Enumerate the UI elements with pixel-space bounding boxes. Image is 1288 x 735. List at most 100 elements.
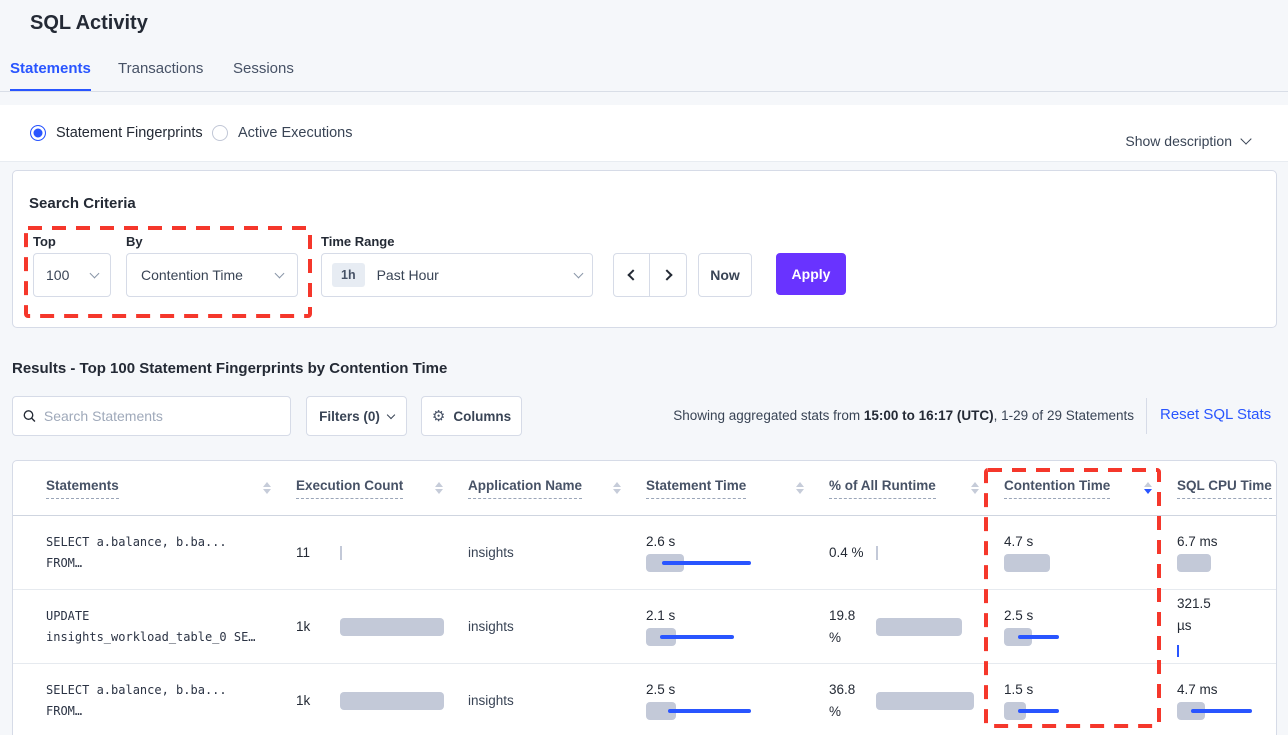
- statement-time-value: 2.1 s: [646, 607, 676, 623]
- statement-time-value: 2.6 s: [646, 533, 676, 549]
- statement-line-1: UPDATE: [46, 609, 90, 624]
- radio-selected-icon[interactable]: [30, 125, 46, 141]
- contention-time-bar: [1004, 701, 1114, 720]
- application-name-value: insights: [468, 544, 514, 560]
- pct-of-runtime-value: 36.8 %: [829, 681, 856, 719]
- statement-time-bar: [646, 701, 756, 720]
- previous-time-range-button[interactable]: [614, 254, 650, 296]
- sort-icon[interactable]: [435, 482, 443, 494]
- contention-time-bar: [1004, 553, 1114, 572]
- sort-icon[interactable]: [613, 482, 621, 494]
- contention-time-cell: 1.5 s: [993, 682, 1166, 720]
- pct-of-runtime-bar: [876, 617, 985, 636]
- reset-sql-stats-link[interactable]: Reset SQL Stats: [1160, 406, 1272, 423]
- header-sql-cpu-time[interactable]: SQL CPU Time: [1166, 478, 1276, 499]
- top-select[interactable]: 100: [33, 253, 111, 297]
- header-pct-of-all-runtime[interactable]: % of All Runtime: [818, 478, 993, 499]
- statement-line-2: FROM…: [46, 555, 83, 570]
- statement-time-bar: [646, 553, 756, 572]
- header-execution-count[interactable]: Execution Count: [285, 478, 457, 499]
- sql-cpu-time-bar: [1177, 553, 1276, 572]
- application-name-cell: insights: [457, 692, 635, 710]
- chevron-down-icon: [1240, 133, 1252, 145]
- contention-time-value: 4.7 s: [1004, 533, 1034, 549]
- by-select-value: Contention Time: [141, 267, 243, 283]
- statement-line-2: insights_workload_table_0 SE…: [46, 629, 256, 644]
- execution-count-cell: 1k: [285, 691, 457, 710]
- contention-time-cell: 2.5 s: [993, 608, 1166, 646]
- view-toggle-bar: Statement Fingerprints Active Executions…: [0, 105, 1288, 162]
- search-statements-input[interactable]: [43, 408, 280, 424]
- top-select-value: 100: [46, 267, 70, 283]
- tab-transactions[interactable]: Transactions: [118, 60, 204, 77]
- pct-of-runtime-cell: 0.4 %: [818, 542, 993, 564]
- page-title: SQL Activity: [30, 12, 148, 34]
- table-row[interactable]: UPDATE insights_workload_table_0 SE… 1k …: [13, 590, 1276, 664]
- execution-count-cell: 1k: [285, 617, 457, 636]
- chevron-down-icon: [89, 268, 100, 279]
- statement-cell[interactable]: SELECT a.balance, b.ba... FROM…: [13, 680, 285, 721]
- statements-table: Statements Execution Count Application N…: [12, 460, 1277, 735]
- execution-count-value: 11: [296, 545, 311, 560]
- statement-cell[interactable]: SELECT a.balance, b.ba... FROM…: [13, 532, 285, 573]
- sql-cpu-time-cell: 6.7 ms: [1166, 534, 1276, 572]
- tab-statements[interactable]: Statements: [10, 60, 91, 91]
- contention-time-cell: 4.7 s: [993, 534, 1166, 572]
- header-statement-time[interactable]: Statement Time: [635, 478, 818, 499]
- results-heading: Results - Top 100 Statement Fingerprints…: [12, 360, 448, 377]
- sql-cpu-time-value: 6.7 ms: [1177, 533, 1218, 549]
- table-row[interactable]: SELECT a.balance, b.ba... FROM… 1k insig…: [13, 664, 1276, 735]
- by-select[interactable]: Contention Time: [126, 253, 298, 297]
- sort-icon[interactable]: [796, 482, 804, 494]
- sql-cpu-time-value: 321.5 µs: [1177, 596, 1211, 633]
- filters-button[interactable]: Filters (0): [306, 396, 407, 436]
- stats-time-range: 15:00 to 16:17 (UTC): [863, 408, 994, 423]
- pct-of-runtime-value: 0.4 %: [829, 544, 864, 560]
- pct-of-runtime-bar: [876, 691, 985, 710]
- show-description-toggle[interactable]: Show description: [1125, 133, 1252, 149]
- sort-icon[interactable]: [263, 482, 271, 494]
- pct-of-runtime-bar: [876, 544, 985, 562]
- columns-button[interactable]: ⚙ Columns: [421, 396, 522, 436]
- header-contention-time[interactable]: Contention Time: [993, 478, 1166, 499]
- pct-of-runtime-value: 19.8 %: [829, 607, 856, 645]
- execution-count-bar: [339, 544, 449, 562]
- time-range-select[interactable]: 1h Past Hour: [321, 253, 593, 297]
- application-name-cell: insights: [457, 544, 635, 562]
- radio-active-executions[interactable]: Active Executions: [212, 125, 352, 141]
- time-range-value: Past Hour: [376, 267, 439, 283]
- apply-button[interactable]: Apply: [776, 253, 846, 295]
- statement-line-1: SELECT a.balance, b.ba...: [46, 535, 227, 550]
- sort-icon[interactable]: [971, 482, 979, 494]
- application-name-value: insights: [468, 692, 514, 708]
- show-description-label: Show description: [1125, 133, 1232, 149]
- time-range-label: Time Range: [321, 234, 395, 249]
- header-application-name[interactable]: Application Name: [457, 478, 635, 499]
- sql-cpu-time-bar: [1177, 642, 1276, 660]
- pct-of-runtime-cell: 36.8 %: [818, 679, 993, 722]
- sql-cpu-time-value: 4.7 ms: [1177, 681, 1218, 697]
- sort-icon-active-desc[interactable]: [1144, 482, 1152, 494]
- statement-cell[interactable]: UPDATE insights_workload_table_0 SE…: [13, 606, 285, 647]
- radio-label: Active Executions: [238, 125, 353, 141]
- chevron-left-icon: [627, 269, 639, 281]
- radio-unselected-icon[interactable]: [212, 125, 228, 141]
- statement-time-bar: [646, 627, 756, 646]
- table-row[interactable]: SELECT a.balance, b.ba... FROM… 11 insig…: [13, 516, 1276, 590]
- now-button[interactable]: Now: [698, 253, 752, 297]
- radio-label: Statement Fingerprints: [56, 125, 203, 141]
- pct-of-runtime-cell: 19.8 %: [818, 605, 993, 648]
- tab-sessions[interactable]: Sessions: [233, 60, 294, 77]
- gear-icon: ⚙: [431, 408, 446, 425]
- next-time-range-button[interactable]: [650, 254, 686, 296]
- header-statements[interactable]: Statements: [13, 478, 285, 499]
- execution-count-value: 1k: [296, 619, 311, 634]
- statement-time-cell: 2.5 s: [635, 682, 818, 720]
- radio-statement-fingerprints[interactable]: Statement Fingerprints: [30, 125, 203, 141]
- time-range-stepper: [613, 253, 687, 297]
- search-icon: [23, 410, 36, 422]
- sql-cpu-time-bar: [1177, 701, 1276, 720]
- application-name-value: insights: [468, 618, 514, 634]
- search-criteria-card: Search Criteria Top 100 By Contention Ti…: [12, 170, 1277, 328]
- search-criteria-title: Search Criteria: [29, 195, 136, 212]
